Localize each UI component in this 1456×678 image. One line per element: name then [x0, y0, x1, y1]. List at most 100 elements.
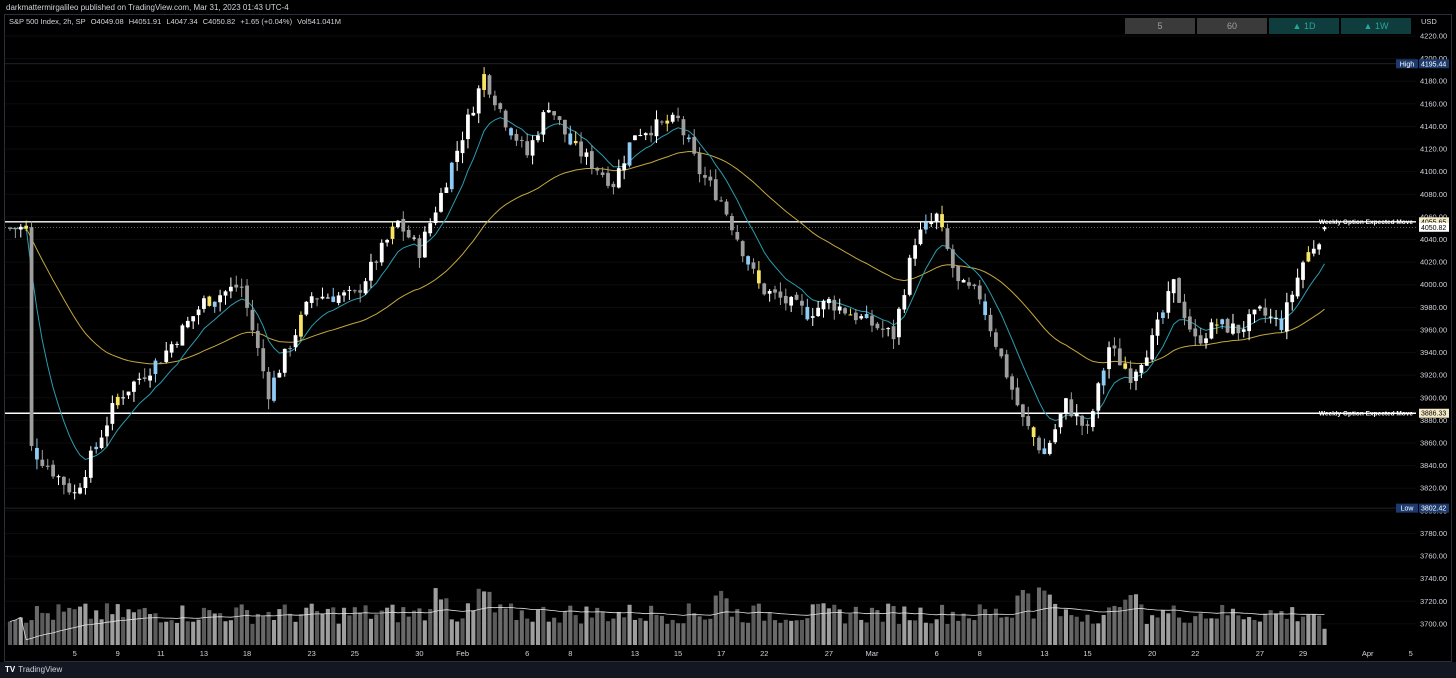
volume-bar: [428, 608, 433, 645]
timeframe-1d-button[interactable]: ▲ 1D: [1269, 18, 1339, 34]
volume-bar: [1209, 618, 1214, 645]
timeframe-60-button[interactable]: 60: [1197, 18, 1267, 34]
volume-bar: [686, 603, 691, 645]
price-tick-label: 3860.00: [1420, 439, 1447, 448]
price-tick-label: 3720.00: [1420, 597, 1447, 606]
volume-bar: [961, 613, 966, 645]
candle-body: [1252, 309, 1257, 315]
candle-body: [977, 285, 982, 300]
volume-bar: [1069, 615, 1074, 645]
volume-bar: [56, 604, 61, 645]
volume-bar: [412, 610, 417, 645]
candle-body: [1198, 335, 1203, 344]
candle-body: [369, 261, 373, 281]
candle-body: [961, 280, 966, 283]
volume-bar: [1220, 604, 1225, 645]
volume-bar: [347, 615, 352, 645]
volume-bar: [983, 609, 988, 645]
candle-body: [541, 112, 546, 135]
candle-body: [417, 238, 422, 258]
volume-bar: [131, 612, 136, 645]
candle-body: [282, 348, 287, 373]
volume-bar: [622, 617, 627, 645]
volume-bar: [137, 609, 142, 645]
volume-bar: [1058, 616, 1063, 645]
candle-body: [412, 237, 416, 239]
volume-bar: [724, 598, 729, 645]
volume-bar: [568, 605, 573, 645]
time-tick-label: 20: [1148, 649, 1156, 658]
volume-bar: [810, 604, 815, 645]
candle-body: [1042, 448, 1047, 455]
volume-bar: [94, 610, 99, 645]
volume-bar: [1171, 605, 1176, 645]
price-tick-label: 4080.00: [1420, 190, 1447, 199]
volume-bar: [735, 608, 740, 645]
volume-bar: [1117, 607, 1122, 645]
volume-bar: [266, 611, 271, 645]
chart-frame: [4, 14, 1452, 662]
expected-move-label: Weekly Option Expected Move: [1319, 219, 1414, 226]
volume-bar: [579, 623, 584, 645]
volume-bar: [218, 613, 223, 645]
candle-body: [783, 295, 788, 304]
volume-bar: [368, 618, 374, 645]
candle-body: [229, 286, 233, 292]
timeframe-1w-button[interactable]: ▲ 1W: [1341, 18, 1411, 34]
volume-bar: [352, 607, 357, 645]
candle-body: [433, 212, 438, 224]
candle-body: [880, 328, 885, 330]
volume-bar: [1300, 616, 1306, 645]
volume-bar: [546, 621, 551, 645]
candle-body: [536, 135, 540, 141]
volume-bar: [837, 609, 842, 645]
candle-body: [1301, 262, 1305, 280]
candle-body: [99, 437, 104, 449]
volume-bar: [573, 615, 578, 645]
candle-body: [600, 172, 605, 175]
candle-body: [482, 74, 486, 90]
volume-bar: [169, 620, 174, 645]
symbol-name: S&P 500 Index, 2h, SP: [9, 17, 86, 26]
price-chart[interactable]: Weekly Option Expected Move Weekly Option…: [0, 0, 1456, 662]
candle-body: [923, 222, 928, 230]
ohlc-high: H4051.91: [128, 17, 162, 26]
candle-body: [616, 168, 621, 188]
candle-body: [913, 245, 917, 259]
candle-body: [1258, 306, 1262, 309]
candle-body: [1004, 354, 1009, 378]
candle-body: [379, 242, 384, 263]
candle-body: [1037, 437, 1041, 451]
time-tick-label: Mar: [866, 649, 879, 658]
time-tick-label: 22: [1191, 649, 1199, 658]
candle-body: [950, 249, 955, 268]
volume-bar: [51, 619, 56, 645]
volume-bar: [1284, 618, 1289, 645]
volume-bar: [708, 618, 713, 645]
volume-bar: [379, 610, 384, 645]
volume-bar: [234, 607, 239, 645]
volume-bar: [966, 618, 972, 645]
candle-body: [843, 308, 847, 314]
candle-body: [810, 316, 815, 318]
volume-bar: [789, 620, 794, 645]
candle-body: [396, 220, 400, 228]
volume-bar: [778, 622, 783, 645]
volume-bar: [34, 606, 39, 645]
candle-body: [1117, 348, 1122, 366]
candle-body: [730, 216, 734, 231]
candle-body: [428, 223, 433, 234]
volume-bar: [67, 607, 72, 645]
volume-bar: [438, 599, 444, 645]
candle-body: [191, 316, 196, 322]
candle-body: [234, 284, 239, 288]
volume-bar: [681, 623, 686, 645]
candle-body: [1085, 424, 1090, 426]
candle-body: [816, 307, 821, 317]
timeframe-5-button[interactable]: 5: [1125, 18, 1195, 34]
volume-bar: [794, 620, 799, 645]
time-tick-label: 13: [1040, 649, 1048, 658]
volume-bar: [207, 610, 212, 645]
volume-bar: [492, 612, 497, 645]
candle-body: [1166, 291, 1171, 313]
